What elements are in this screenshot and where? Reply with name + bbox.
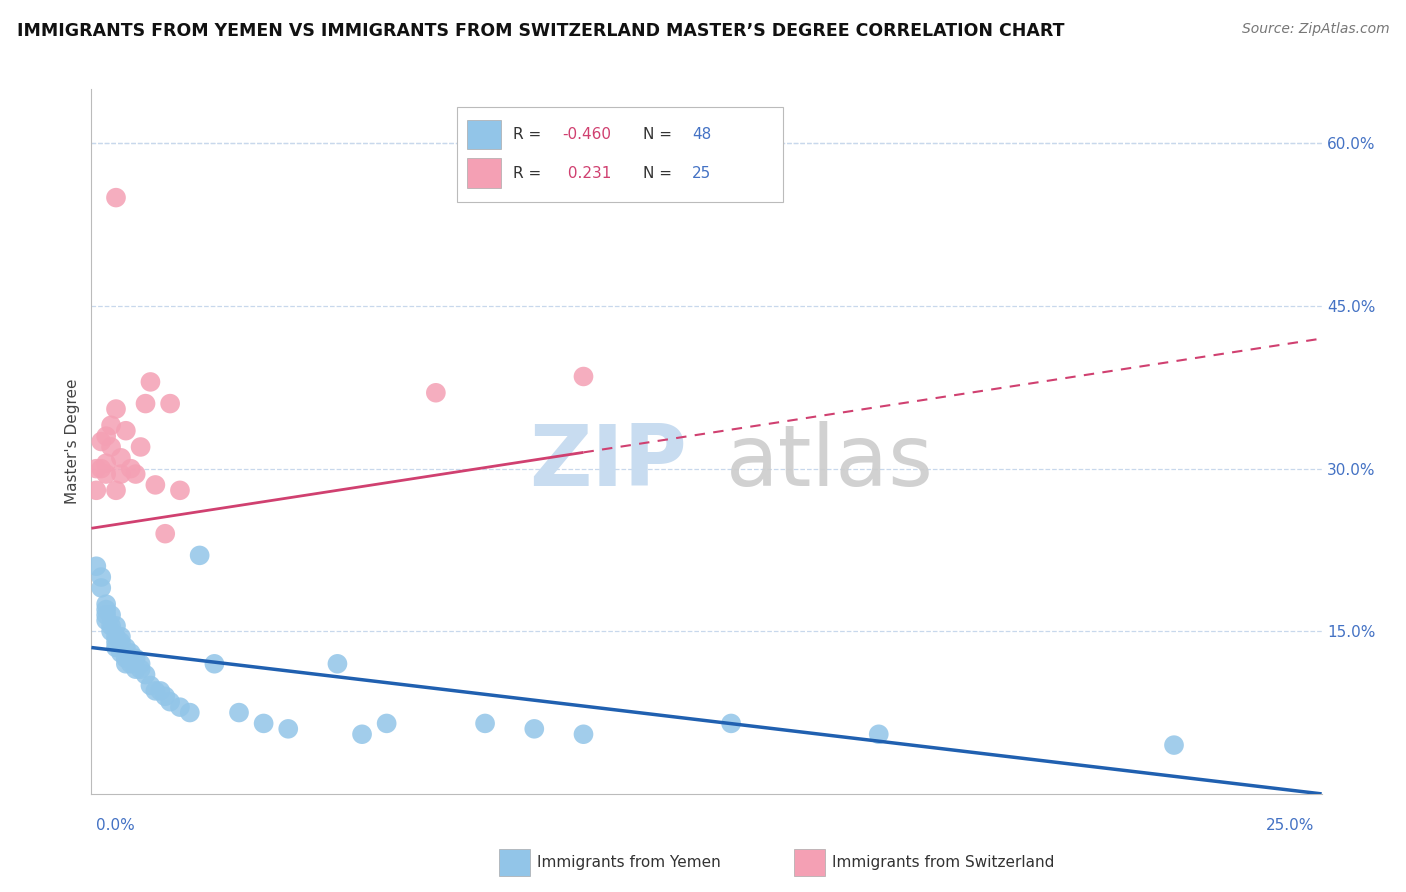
- Ellipse shape: [96, 599, 115, 619]
- Ellipse shape: [101, 416, 121, 435]
- Ellipse shape: [107, 627, 127, 647]
- Ellipse shape: [91, 458, 111, 478]
- Text: 25.0%: 25.0%: [1267, 818, 1315, 832]
- Ellipse shape: [475, 714, 495, 733]
- Text: IMMIGRANTS FROM YEMEN VS IMMIGRANTS FROM SWITZERLAND MASTER’S DEGREE CORRELATION: IMMIGRANTS FROM YEMEN VS IMMIGRANTS FROM…: [17, 22, 1064, 40]
- Ellipse shape: [170, 481, 190, 500]
- FancyBboxPatch shape: [457, 107, 783, 202]
- Text: 0.231: 0.231: [562, 166, 612, 180]
- Ellipse shape: [96, 453, 115, 473]
- Ellipse shape: [146, 681, 166, 700]
- Ellipse shape: [96, 426, 115, 446]
- Ellipse shape: [254, 714, 273, 733]
- Ellipse shape: [87, 557, 107, 576]
- Ellipse shape: [205, 654, 224, 673]
- FancyBboxPatch shape: [467, 158, 501, 188]
- Ellipse shape: [115, 638, 135, 657]
- Text: R =: R =: [513, 127, 547, 142]
- Text: 0.0%: 0.0%: [96, 818, 135, 832]
- Text: N =: N =: [643, 127, 676, 142]
- Ellipse shape: [96, 611, 115, 630]
- Ellipse shape: [115, 654, 135, 673]
- Ellipse shape: [107, 638, 127, 657]
- Text: atlas: atlas: [725, 421, 934, 504]
- Ellipse shape: [101, 616, 121, 636]
- Ellipse shape: [574, 367, 593, 386]
- Text: Immigrants from Yemen: Immigrants from Yemen: [537, 855, 721, 870]
- Text: ZIP: ZIP: [529, 421, 688, 504]
- Ellipse shape: [91, 432, 111, 451]
- Ellipse shape: [96, 606, 115, 624]
- Y-axis label: Master's Degree: Master's Degree: [65, 379, 80, 504]
- Ellipse shape: [135, 665, 155, 684]
- Ellipse shape: [524, 719, 544, 739]
- Ellipse shape: [131, 659, 150, 679]
- Ellipse shape: [111, 643, 131, 663]
- Ellipse shape: [377, 714, 396, 733]
- Ellipse shape: [91, 567, 111, 587]
- Ellipse shape: [101, 437, 121, 457]
- Ellipse shape: [426, 383, 446, 402]
- Text: R =: R =: [513, 166, 547, 180]
- Ellipse shape: [96, 594, 115, 614]
- Text: Source: ZipAtlas.com: Source: ZipAtlas.com: [1241, 22, 1389, 37]
- Ellipse shape: [328, 654, 347, 673]
- Ellipse shape: [101, 606, 121, 624]
- Ellipse shape: [107, 632, 127, 652]
- Ellipse shape: [101, 622, 121, 641]
- Ellipse shape: [1164, 735, 1184, 755]
- Text: Immigrants from Switzerland: Immigrants from Switzerland: [832, 855, 1054, 870]
- Ellipse shape: [121, 458, 141, 478]
- Ellipse shape: [229, 703, 249, 723]
- Ellipse shape: [278, 719, 298, 739]
- Text: N =: N =: [643, 166, 676, 180]
- Ellipse shape: [87, 481, 107, 500]
- Ellipse shape: [190, 546, 209, 566]
- Ellipse shape: [115, 648, 135, 668]
- Text: 48: 48: [692, 127, 711, 142]
- Text: 25: 25: [692, 166, 711, 180]
- Ellipse shape: [160, 692, 180, 712]
- Ellipse shape: [574, 724, 593, 744]
- Ellipse shape: [91, 578, 111, 598]
- Ellipse shape: [111, 465, 131, 483]
- Ellipse shape: [131, 437, 150, 457]
- Ellipse shape: [155, 687, 174, 706]
- Ellipse shape: [869, 724, 889, 744]
- Ellipse shape: [111, 627, 131, 647]
- Ellipse shape: [111, 448, 131, 467]
- FancyBboxPatch shape: [467, 120, 501, 149]
- Ellipse shape: [87, 458, 107, 478]
- Ellipse shape: [107, 188, 127, 207]
- Ellipse shape: [141, 676, 160, 695]
- Ellipse shape: [107, 400, 127, 418]
- Ellipse shape: [96, 465, 115, 483]
- Ellipse shape: [107, 481, 127, 500]
- Ellipse shape: [160, 394, 180, 413]
- Ellipse shape: [150, 681, 170, 700]
- Ellipse shape: [131, 654, 150, 673]
- Text: -0.460: -0.460: [562, 127, 612, 142]
- Ellipse shape: [125, 465, 145, 483]
- Ellipse shape: [180, 703, 200, 723]
- Ellipse shape: [111, 632, 131, 652]
- Ellipse shape: [141, 372, 160, 392]
- Ellipse shape: [107, 616, 127, 636]
- Ellipse shape: [170, 698, 190, 717]
- Ellipse shape: [155, 524, 174, 543]
- Ellipse shape: [115, 421, 135, 441]
- Ellipse shape: [135, 394, 155, 413]
- Ellipse shape: [125, 659, 145, 679]
- Ellipse shape: [352, 724, 371, 744]
- Ellipse shape: [721, 714, 741, 733]
- Ellipse shape: [146, 475, 166, 495]
- Ellipse shape: [121, 643, 141, 663]
- Ellipse shape: [125, 648, 145, 668]
- Ellipse shape: [121, 654, 141, 673]
